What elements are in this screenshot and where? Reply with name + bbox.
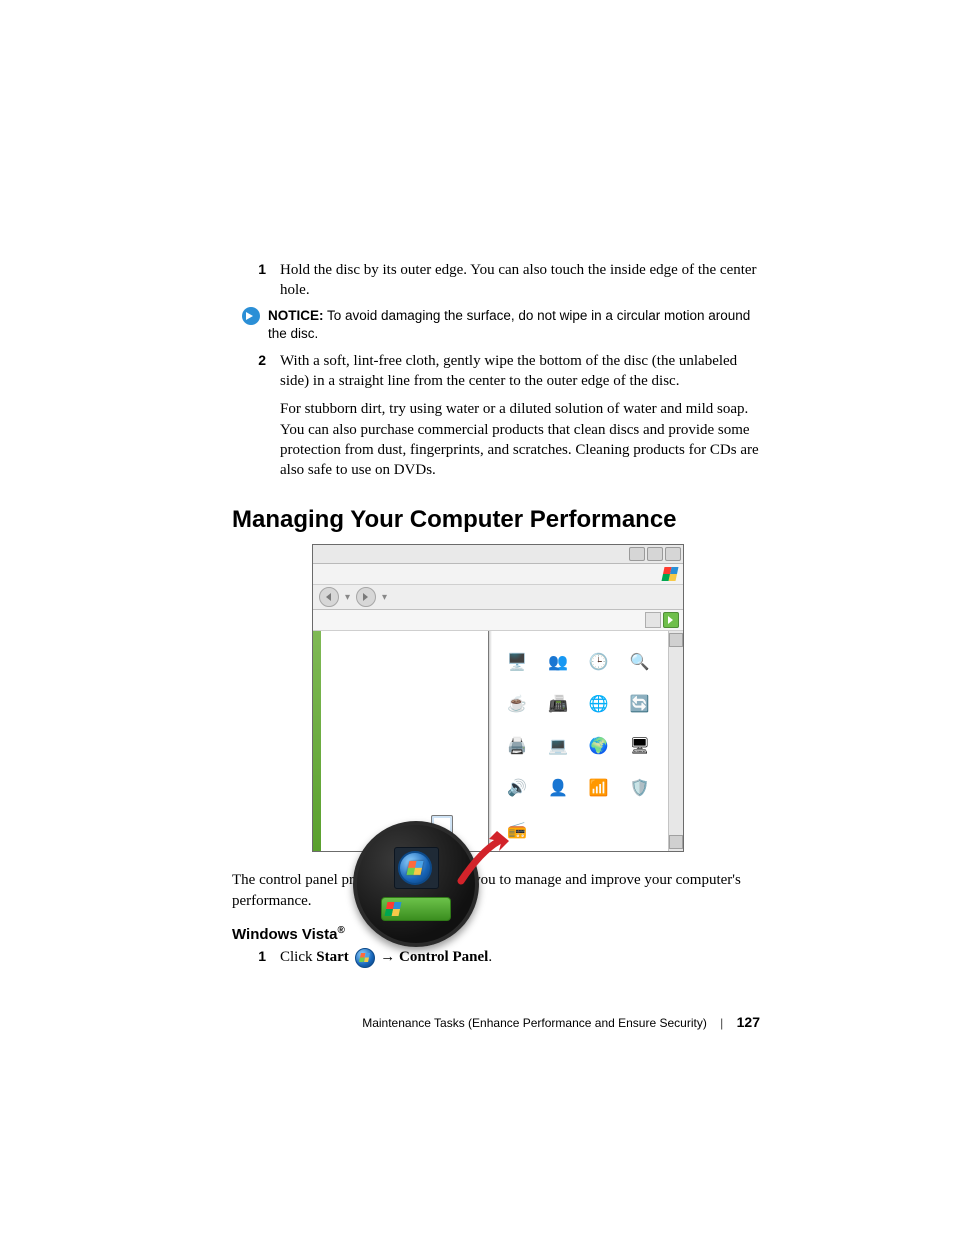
nav-toolbar: ▾ ▾ [313, 585, 683, 610]
windows-flag-icon [385, 902, 402, 916]
sidebar-pane [313, 631, 489, 851]
nav-back-button[interactable] [319, 587, 339, 607]
start-orb-icon [355, 948, 375, 968]
wireless-icon[interactable]: 📶 [588, 777, 610, 799]
xp-start-button [381, 897, 451, 921]
address-dropdown[interactable] [645, 612, 661, 628]
user-accounts-icon[interactable]: 👤 [547, 777, 569, 799]
address-bar [313, 610, 683, 631]
sync-icon[interactable]: 🔄 [629, 693, 651, 715]
control-panel-icon-grid: 🖥️ 👥 🕒 🔍 ☕ 📠 🌐 🔄 🖨️ 💻 🌍 🖥 🔊 👤 📶 🛡️ 📻 [489, 631, 668, 851]
scanner-icon[interactable]: 📠 [547, 693, 569, 715]
display-icon[interactable]: 🖥️ [506, 651, 528, 673]
step-text: Hold the disc by its outer edge. You can… [280, 260, 764, 301]
security-icon[interactable]: 🛡️ [629, 777, 651, 799]
notice-callout: NOTICE: To avoid damaging the surface, d… [232, 307, 764, 343]
list-item: 1 Hold the disc by its outer edge. You c… [232, 260, 764, 301]
clock-icon[interactable]: 🕒 [588, 651, 610, 673]
scrollbar[interactable] [668, 631, 683, 851]
search-icon[interactable]: 🔍 [629, 651, 651, 673]
close-button[interactable] [665, 547, 681, 561]
notice-body: To avoid damaging the surface, do not wi… [268, 308, 750, 341]
page-number: 127 [737, 1014, 760, 1030]
java-icon[interactable]: ☕ [506, 693, 528, 715]
system-icon[interactable]: 🖥 [629, 735, 651, 757]
arrow-glyph: → [377, 949, 400, 965]
globe-icon[interactable]: 🌐 [588, 693, 610, 715]
step-number: 1 [232, 260, 280, 301]
device-icon[interactable]: 📻 [506, 819, 528, 841]
printer-icon[interactable]: 🖨️ [506, 735, 528, 757]
control-panel-window: ▾ ▾ [312, 544, 684, 852]
text-run: . [488, 949, 492, 965]
step-text: Click Start → Control Panel. [280, 947, 764, 968]
chapter-title: Maintenance Tasks (Enhance Performance a… [362, 1016, 707, 1030]
step-number: 1 [232, 947, 280, 968]
step-number: 2 [232, 351, 280, 392]
windows-flag-icon [662, 567, 679, 581]
notice-label: NOTICE: [268, 308, 324, 323]
window-body: 🖥️ 👥 🕒 🔍 ☕ 📠 🌐 🔄 🖨️ 💻 🌍 🖥 🔊 👤 📶 🛡️ 📻 [313, 631, 683, 851]
step-text: With a soft, lint-free cloth, gently wip… [280, 351, 764, 392]
notice-text: NOTICE: To avoid damaging the surface, d… [268, 307, 764, 343]
body-paragraph: For stubborn dirt, try using water or a … [280, 399, 764, 480]
document-page: 1 Hold the disc by its outer edge. You c… [0, 0, 954, 1110]
start-button-zoom [353, 821, 479, 947]
body-paragraph: The control panel provides the tools for… [232, 870, 764, 911]
minimize-button[interactable] [629, 547, 645, 561]
page-footer: Maintenance Tasks (Enhance Performance a… [232, 1014, 764, 1030]
window-brand-row [313, 564, 683, 585]
window-titlebar [313, 545, 683, 564]
nav-separator: ▾ [345, 592, 350, 603]
ui-label-start: Start [316, 949, 349, 965]
vista-taskbar-snippet [394, 847, 439, 889]
nav-forward-button[interactable] [356, 587, 376, 607]
subsection-title: Windows Vista [232, 926, 337, 943]
nav-separator: ▾ [382, 592, 387, 603]
users-icon[interactable]: 👥 [547, 651, 569, 673]
start-orb-icon [398, 851, 432, 885]
list-item: 1 Click Start → Control Panel. [232, 947, 764, 968]
maximize-button[interactable] [647, 547, 663, 561]
scroll-down-button[interactable] [669, 835, 683, 849]
figure-control-panel: ▾ ▾ [232, 544, 764, 852]
registered-mark: ® [337, 925, 344, 936]
network-computer-icon[interactable]: 💻 [547, 735, 569, 757]
internet-icon[interactable]: 🌍 [588, 735, 610, 757]
address-go-button[interactable] [663, 612, 679, 628]
scroll-up-button[interactable] [669, 633, 683, 647]
section-heading: Managing Your Computer Performance [232, 506, 764, 534]
text-run: Click [280, 949, 316, 965]
subsection-heading: Windows Vista® [232, 925, 764, 943]
list-item: 2 With a soft, lint-free cloth, gently w… [232, 351, 764, 392]
sidebar-accent [313, 631, 321, 851]
footer-separator: | [720, 1016, 723, 1030]
sound-icon[interactable]: 🔊 [506, 777, 528, 799]
ui-label-control-panel: Control Panel [399, 949, 488, 965]
notice-arrow-icon [242, 307, 260, 325]
